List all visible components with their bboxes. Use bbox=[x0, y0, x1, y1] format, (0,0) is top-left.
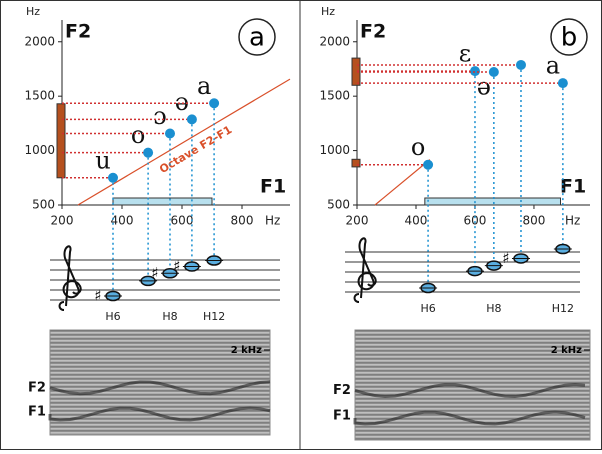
formant-band bbox=[48, 406, 271, 422]
y-tick-label: 1500 bbox=[24, 89, 55, 103]
spectrogram-f1: F1 bbox=[28, 404, 46, 419]
x-tick-label: 400 bbox=[405, 214, 428, 228]
f2-range-bar bbox=[351, 57, 361, 86]
y-tick-label: 1500 bbox=[319, 89, 350, 103]
f1-range-bar bbox=[424, 197, 562, 206]
point bbox=[469, 66, 480, 77]
y-tick-label: 500 bbox=[32, 198, 55, 212]
y-tick-label: 2000 bbox=[319, 34, 350, 48]
f2-range-bar bbox=[351, 158, 361, 168]
vowel-label: u bbox=[95, 146, 110, 174]
x-tick-label: 400 bbox=[111, 214, 134, 228]
point bbox=[423, 159, 434, 170]
panel-label: a bbox=[249, 23, 265, 53]
point bbox=[515, 59, 526, 70]
spectrogram-f2: F2 bbox=[28, 380, 46, 395]
harmonic-label: H6 bbox=[420, 302, 435, 315]
x-unit: Hz bbox=[265, 214, 280, 228]
x-label: F1 bbox=[260, 176, 286, 198]
vowel-label: ə bbox=[477, 73, 491, 101]
harmonic-label: H12 bbox=[203, 310, 225, 323]
x-tick-label: 200 bbox=[51, 214, 74, 228]
x-unit: Hz bbox=[565, 214, 580, 228]
accidental: ♯ bbox=[94, 287, 101, 305]
f2-range-bar bbox=[56, 103, 66, 179]
y-tick-label: 2000 bbox=[24, 34, 55, 48]
vowel-label: o bbox=[411, 133, 425, 161]
point bbox=[108, 172, 118, 183]
x-label: F1 bbox=[560, 176, 586, 198]
formant-band bbox=[49, 380, 271, 396]
point bbox=[209, 98, 220, 109]
vowel-label: a bbox=[197, 72, 211, 100]
y-unit: Hz bbox=[26, 5, 40, 18]
vowel-label: ɔ bbox=[153, 102, 166, 130]
point bbox=[557, 78, 568, 89]
x-tick-label: 200 bbox=[346, 214, 369, 228]
f1-range-bar bbox=[112, 197, 213, 206]
x-tick-label: 800 bbox=[523, 214, 546, 228]
x-tick-label: 600 bbox=[171, 214, 194, 228]
spectrogram-tick: 2 kHz bbox=[231, 345, 262, 356]
y-label: F2 bbox=[65, 21, 91, 43]
panel-circle bbox=[238, 18, 276, 56]
y-tick-label: 500 bbox=[327, 198, 350, 212]
point bbox=[165, 128, 175, 139]
spectrogram-f2: F2 bbox=[333, 383, 351, 398]
point bbox=[143, 147, 154, 158]
y-label: F2 bbox=[360, 21, 386, 43]
panel-circle bbox=[550, 18, 588, 56]
point bbox=[488, 67, 499, 78]
y-unit: Hz bbox=[321, 5, 335, 18]
vowel-label: ε bbox=[459, 40, 471, 68]
spectrogram bbox=[49, 329, 271, 436]
reference-line bbox=[374, 159, 431, 206]
harmonic-label: H8 bbox=[486, 302, 501, 315]
spectrogram-f1: F1 bbox=[333, 408, 351, 423]
y-tick-label: 1000 bbox=[24, 143, 55, 157]
vowel-label: o bbox=[131, 121, 145, 149]
x-tick-label: 800 bbox=[231, 214, 254, 228]
vowel-label: a bbox=[546, 52, 560, 80]
y-tick-label: 1000 bbox=[319, 143, 350, 157]
treble-clef bbox=[353, 237, 377, 303]
accidental: ♯ bbox=[151, 264, 158, 282]
accidental: ♯ bbox=[173, 257, 180, 275]
panel-label: b bbox=[561, 23, 578, 53]
formant-band bbox=[353, 410, 586, 426]
formant-band bbox=[354, 382, 586, 398]
vowel-label: ə bbox=[175, 88, 189, 116]
harmonic-label: H8 bbox=[162, 310, 177, 323]
harmonic-label: H6 bbox=[105, 310, 120, 323]
point bbox=[186, 114, 197, 125]
treble-clef bbox=[58, 245, 82, 311]
harmonic-label: H12 bbox=[552, 302, 574, 315]
accidental: ♯ bbox=[502, 249, 509, 267]
x-tick-label: 600 bbox=[464, 214, 487, 228]
spectrogram-tick: 2 kHz bbox=[551, 345, 582, 356]
